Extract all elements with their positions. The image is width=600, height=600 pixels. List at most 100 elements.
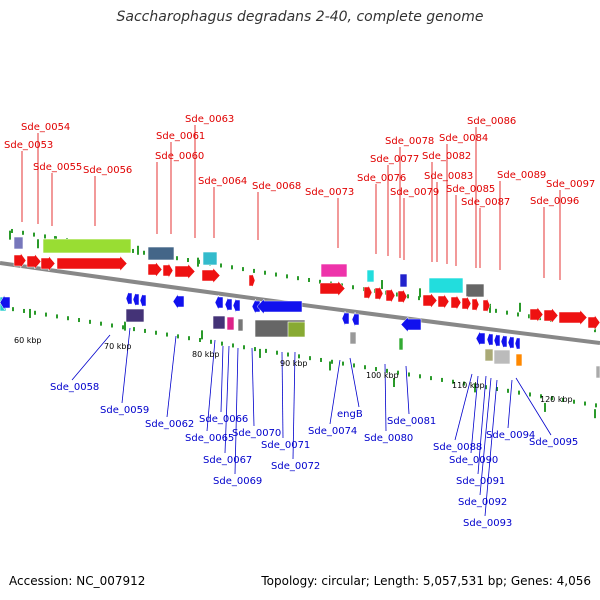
label-leader: [234, 347, 239, 475]
forward-track-tick: [506, 310, 508, 315]
reverse-track-tick: [89, 319, 91, 324]
major-tick: [489, 303, 491, 313]
reverse-track-tick: [276, 350, 278, 355]
label-leader: [515, 377, 552, 436]
forward-track-tick: [176, 256, 178, 261]
forward-gene-arrow: [397, 288, 408, 305]
reverse-gene-label: Sde_0058: [50, 382, 99, 393]
reverse-track-tick: [100, 321, 102, 326]
reverse-track-tick: [254, 347, 256, 352]
reverse-track-tick: [485, 385, 487, 390]
feature-block: [493, 349, 511, 365]
scale-label: 60 kbp: [14, 336, 42, 345]
reverse-track-tick: [23, 308, 25, 313]
forward-gene-arrow: [482, 297, 491, 314]
reverse-track-tick: [518, 390, 520, 395]
forward-gene-arrow: [26, 253, 42, 270]
reverse-track-tick: [595, 403, 597, 408]
reverse-gene-label: Sde_0072: [271, 461, 320, 472]
reverse-gene-arrow: [224, 296, 233, 313]
reverse-track-tick: [342, 361, 344, 366]
forward-gene-arrow: [422, 292, 438, 309]
gene-arrows: [0, 252, 600, 352]
reverse-track-tick: [287, 352, 289, 357]
reverse-track-tick: [408, 372, 410, 377]
label-leader: [405, 365, 410, 415]
reverse-gene-label: Sde_0070: [232, 428, 281, 439]
reverse-track-tick: [78, 318, 80, 323]
major-tick: [259, 348, 261, 358]
forward-track-tick: [297, 276, 299, 281]
feature-block: [287, 321, 306, 338]
feature-block: [237, 318, 244, 332]
forward-gene-label: Sde_0087: [461, 197, 510, 208]
forward-track-tick: [253, 268, 255, 273]
forward-gene-label: Sde_0056: [83, 165, 132, 176]
forward-track-tick: [143, 250, 145, 255]
reverse-track-tick: [331, 359, 333, 364]
scale-label: 80 kbp: [192, 350, 220, 359]
reverse-gene-label: Sde_0092: [458, 497, 507, 508]
major-tick: [393, 378, 395, 388]
label-leader: [206, 339, 216, 432]
feature-block: [226, 316, 235, 331]
forward-gene-label: Sde_0078: [385, 136, 434, 147]
label-leader-lines: [21, 125, 561, 517]
label-leader: [166, 335, 177, 418]
feature-block: [42, 238, 132, 254]
forward-gene-arrow: [162, 262, 174, 279]
reverse-track-tick: [419, 374, 421, 379]
reverse-gene-arrow: [500, 333, 508, 350]
reverse-track-tick: [309, 356, 311, 361]
reverse-track-tick: [386, 368, 388, 373]
reverse-track-tick: [364, 365, 366, 370]
reverse-gene-arrow: [125, 290, 133, 307]
reverse-track-tick: [45, 312, 47, 317]
reverse-gene-arrow: [172, 293, 185, 310]
forward-track-tick: [495, 308, 497, 313]
feature-block: [147, 246, 175, 261]
forward-track-tick: [11, 228, 13, 233]
reverse-gene-label: Sde_0059: [100, 405, 149, 416]
forward-gene-label: Sde_0055: [33, 162, 82, 173]
scale-label: 70 kbp: [104, 342, 132, 351]
reverse-track-tick: [562, 397, 564, 402]
reverse-gene-arrow: [475, 330, 486, 347]
feature-tracks: [0, 236, 600, 379]
forward-track-tick: [396, 292, 398, 297]
forward-gene-label: Sde_0063: [185, 114, 234, 125]
feature-block: [399, 273, 408, 288]
major-tick: [381, 280, 383, 290]
forward-track-tick: [528, 314, 530, 319]
forward-gene-label: Sde_0089: [497, 170, 546, 181]
reverse-track-tick: [551, 396, 553, 401]
forward-gene-label: Sde_0060: [155, 151, 204, 162]
reverse-track-tick: [529, 392, 531, 397]
label-leader: [220, 345, 224, 413]
reverse-gene-label: Sde_0066: [199, 414, 248, 425]
reverse-gene-arrow: [0, 294, 11, 311]
scale-label: 120 kbp: [540, 395, 573, 404]
reverse-track-tick: [243, 345, 245, 350]
forward-gene-label: Sde_0077: [370, 154, 419, 165]
major-tick: [519, 302, 521, 312]
forward-track-tick: [264, 270, 266, 275]
forward-gene-label: Sde_0064: [198, 176, 247, 187]
reverse-track-tick: [144, 328, 146, 333]
label-leader: [454, 373, 473, 441]
map-title: Saccharophagus degradans 2-40, complete …: [116, 9, 484, 25]
label-leader: [224, 345, 230, 454]
reverse-track-tick: [441, 377, 443, 382]
forward-gene-label: Sde_0084: [439, 133, 488, 144]
reverse-track-tick: [496, 387, 498, 392]
forward-gene-arrow: [56, 255, 128, 272]
reverse-gene-label: Sde_0065: [185, 433, 234, 444]
reverse-track-tick: [177, 334, 179, 339]
reverse-track-tick: [430, 376, 432, 381]
label-leader: [479, 377, 492, 496]
reverse-gene-label: engB: [337, 409, 363, 420]
scale-labels: 60 kbp 70 kbp 80 kbp 90 kbp 100 kbp 110 kbp 12…: [14, 336, 573, 404]
feature-block: [595, 365, 600, 379]
reverse-gene-arrow: [493, 332, 501, 349]
forward-gene-arrow: [529, 306, 544, 323]
